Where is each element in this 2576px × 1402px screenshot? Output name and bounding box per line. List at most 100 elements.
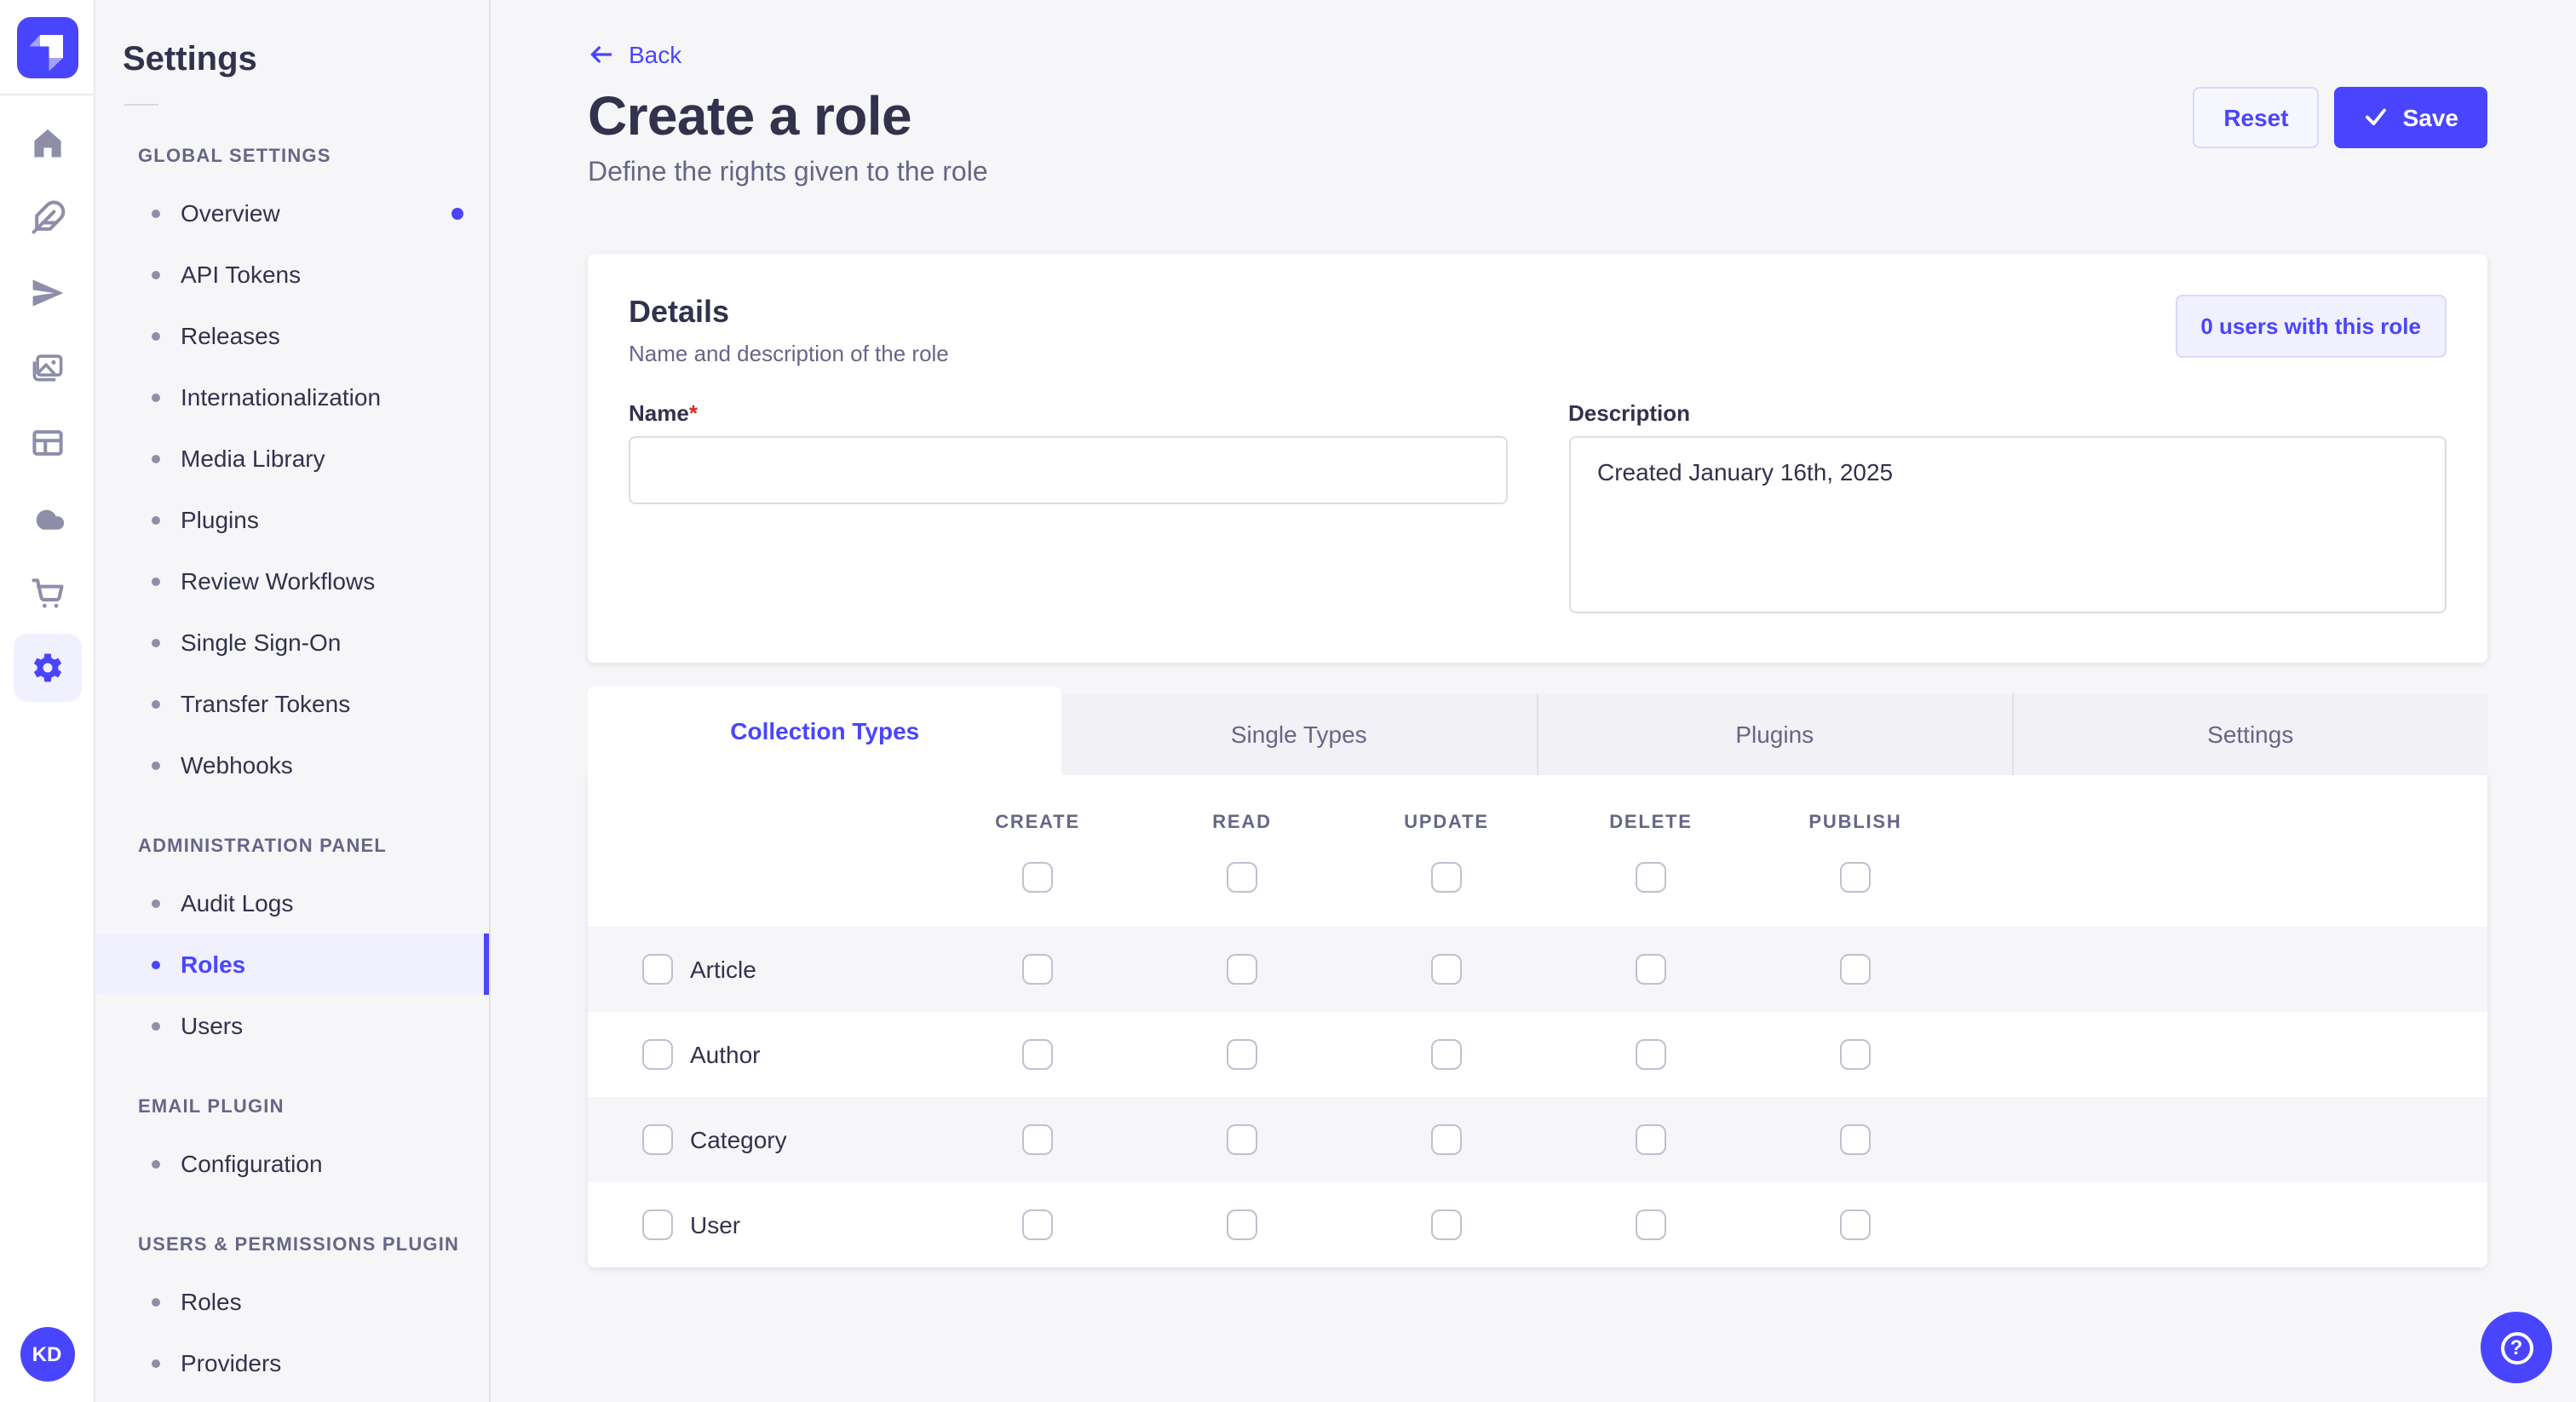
main-content: Back Create a role Reset Save Define the… [491, 0, 2576, 1402]
sidebar-item-providers[interactable]: Providers [95, 1332, 489, 1393]
bullet-dot [152, 960, 160, 968]
users-with-role-badge[interactable]: 0 users with this role [2175, 295, 2447, 358]
icon-rail: KD [0, 0, 95, 1402]
tab-single-types[interactable]: Single Types [1061, 693, 1538, 775]
publish-checkbox[interactable] [1840, 1210, 1871, 1240]
create-checkbox[interactable] [1022, 1210, 1053, 1240]
delete-checkbox[interactable] [1636, 1210, 1666, 1240]
media-library-icon[interactable] [13, 334, 81, 402]
section-label-global-settings: GLOBAL SETTINGS [138, 147, 331, 167]
details-subtitle: Name and description of the role [629, 341, 949, 366]
rail-nav [13, 95, 81, 702]
delete-checkbox[interactable] [1636, 954, 1666, 985]
feather-content-icon[interactable] [13, 184, 81, 252]
strapi-logo[interactable] [16, 16, 78, 78]
update-checkbox[interactable] [1431, 1039, 1462, 1070]
home-icon[interactable] [13, 109, 81, 177]
sidebar-item-label: Webhooks [181, 751, 293, 779]
back-label: Back [629, 41, 682, 68]
bullet-dot [152, 1159, 160, 1168]
sidebar-item-label: Media Library [181, 445, 325, 472]
row-select-checkbox[interactable] [642, 1124, 673, 1155]
sidebar-item-label: Transfer Tokens [181, 690, 351, 717]
layout-icon[interactable] [13, 409, 81, 477]
delete-checkbox[interactable] [1636, 1039, 1666, 1070]
reset-button[interactable]: Reset [2193, 86, 2320, 147]
create-checkbox[interactable] [1022, 1124, 1053, 1155]
bullet-dot [152, 1359, 160, 1367]
paper-plane-icon[interactable] [13, 259, 81, 327]
column-header-delete: DELETE [1609, 813, 1693, 833]
row-select-checkbox[interactable] [642, 1210, 673, 1240]
back-link[interactable]: Back [588, 41, 681, 68]
description-field-group: Description Created January 16th, 2025 [1568, 400, 2447, 622]
select-all-delete-checkbox[interactable] [1636, 862, 1666, 893]
avatar[interactable]: KD [20, 1327, 74, 1382]
create-checkbox[interactable] [1022, 1039, 1053, 1070]
read-checkbox[interactable] [1227, 1210, 1257, 1240]
tab-collection-types[interactable]: Collection Types [588, 687, 1062, 775]
column-header-publish: PUBLISH [1808, 813, 1902, 833]
tab-plugins[interactable]: Plugins [1538, 693, 2014, 775]
row-select-checkbox[interactable] [642, 1039, 673, 1070]
publish-checkbox[interactable] [1840, 954, 1871, 985]
sidebar-title: Settings [123, 41, 257, 78]
read-checkbox[interactable] [1227, 1039, 1257, 1070]
arrow-left-icon [590, 46, 612, 63]
page-subtitle: Define the rights given to the role [588, 158, 988, 187]
cart-icon[interactable] [13, 559, 81, 627]
column-header-read: READ [1212, 813, 1272, 833]
read-checkbox[interactable] [1227, 954, 1257, 985]
cloud-icon[interactable] [13, 484, 81, 552]
sidebar-item-configuration[interactable]: Configuration [95, 1133, 489, 1194]
row-select-checkbox[interactable] [642, 954, 673, 985]
sidebar-item-releases[interactable]: Releases [95, 305, 489, 366]
page-title: Create a role [588, 85, 912, 147]
sidebar-item-internationalization[interactable]: Internationalization [95, 366, 489, 428]
read-checkbox[interactable] [1227, 1124, 1257, 1155]
sidebar-item-overview[interactable]: Overview [95, 182, 489, 244]
select-all-update-checkbox[interactable] [1431, 862, 1462, 893]
select-all-publish-checkbox[interactable] [1840, 862, 1871, 893]
select-all-read-checkbox[interactable] [1227, 862, 1257, 893]
sidebar-item-label: Plugins [181, 506, 259, 533]
sidebar-item-roles-admin[interactable]: Roles [95, 934, 489, 995]
save-button[interactable]: Save [2334, 86, 2487, 147]
header-actions: Reset Save [2193, 86, 2487, 147]
select-all-create-checkbox[interactable] [1022, 862, 1053, 893]
sidebar-item-webhooks[interactable]: Webhooks [95, 734, 489, 796]
sidebar-item-label: API Tokens [181, 261, 302, 288]
description-textarea[interactable]: Created January 16th, 2025 [1568, 436, 2447, 613]
bullet-dot [152, 331, 160, 340]
update-checkbox[interactable] [1431, 954, 1462, 985]
sidebar-item-audit-logs[interactable]: Audit Logs [95, 872, 489, 934]
sidebar-item-single-sign-on[interactable]: Single Sign-On [95, 612, 489, 673]
settings-gear-icon[interactable] [13, 634, 81, 702]
sidebar-item-users[interactable]: Users [95, 995, 489, 1056]
sidebar-item-media-library[interactable]: Media Library [95, 428, 489, 489]
create-checkbox[interactable] [1022, 954, 1053, 985]
publish-checkbox[interactable] [1840, 1039, 1871, 1070]
sidebar-divider [124, 104, 158, 106]
settings-sidebar: Settings GLOBAL SETTINGS Overview API To… [95, 0, 491, 1402]
table-row-article: Article [588, 927, 2487, 1012]
update-checkbox[interactable] [1431, 1124, 1462, 1155]
bullet-dot [152, 393, 160, 401]
sidebar-item-label: Roles [181, 1288, 242, 1315]
sidebar-item-api-tokens[interactable]: API Tokens [95, 244, 489, 305]
sidebar-item-transfer-tokens[interactable]: Transfer Tokens [95, 673, 489, 734]
help-button[interactable]: ? [2481, 1312, 2552, 1383]
sidebar-item-label: Review Workflows [181, 567, 376, 595]
tab-settings[interactable]: Settings [2013, 693, 2487, 775]
update-checkbox[interactable] [1431, 1210, 1462, 1240]
name-input[interactable] [629, 436, 1507, 504]
delete-checkbox[interactable] [1636, 1124, 1666, 1155]
notification-dot [451, 208, 463, 220]
sidebar-item-plugins[interactable]: Plugins [95, 489, 489, 550]
sidebar-item-review-workflows[interactable]: Review Workflows [95, 550, 489, 612]
bullet-dot [152, 899, 160, 907]
publish-checkbox[interactable] [1840, 1124, 1871, 1155]
sidebar-item-roles-up[interactable]: Roles [95, 1271, 489, 1332]
sidebar-item-label: Audit Logs [181, 889, 294, 916]
